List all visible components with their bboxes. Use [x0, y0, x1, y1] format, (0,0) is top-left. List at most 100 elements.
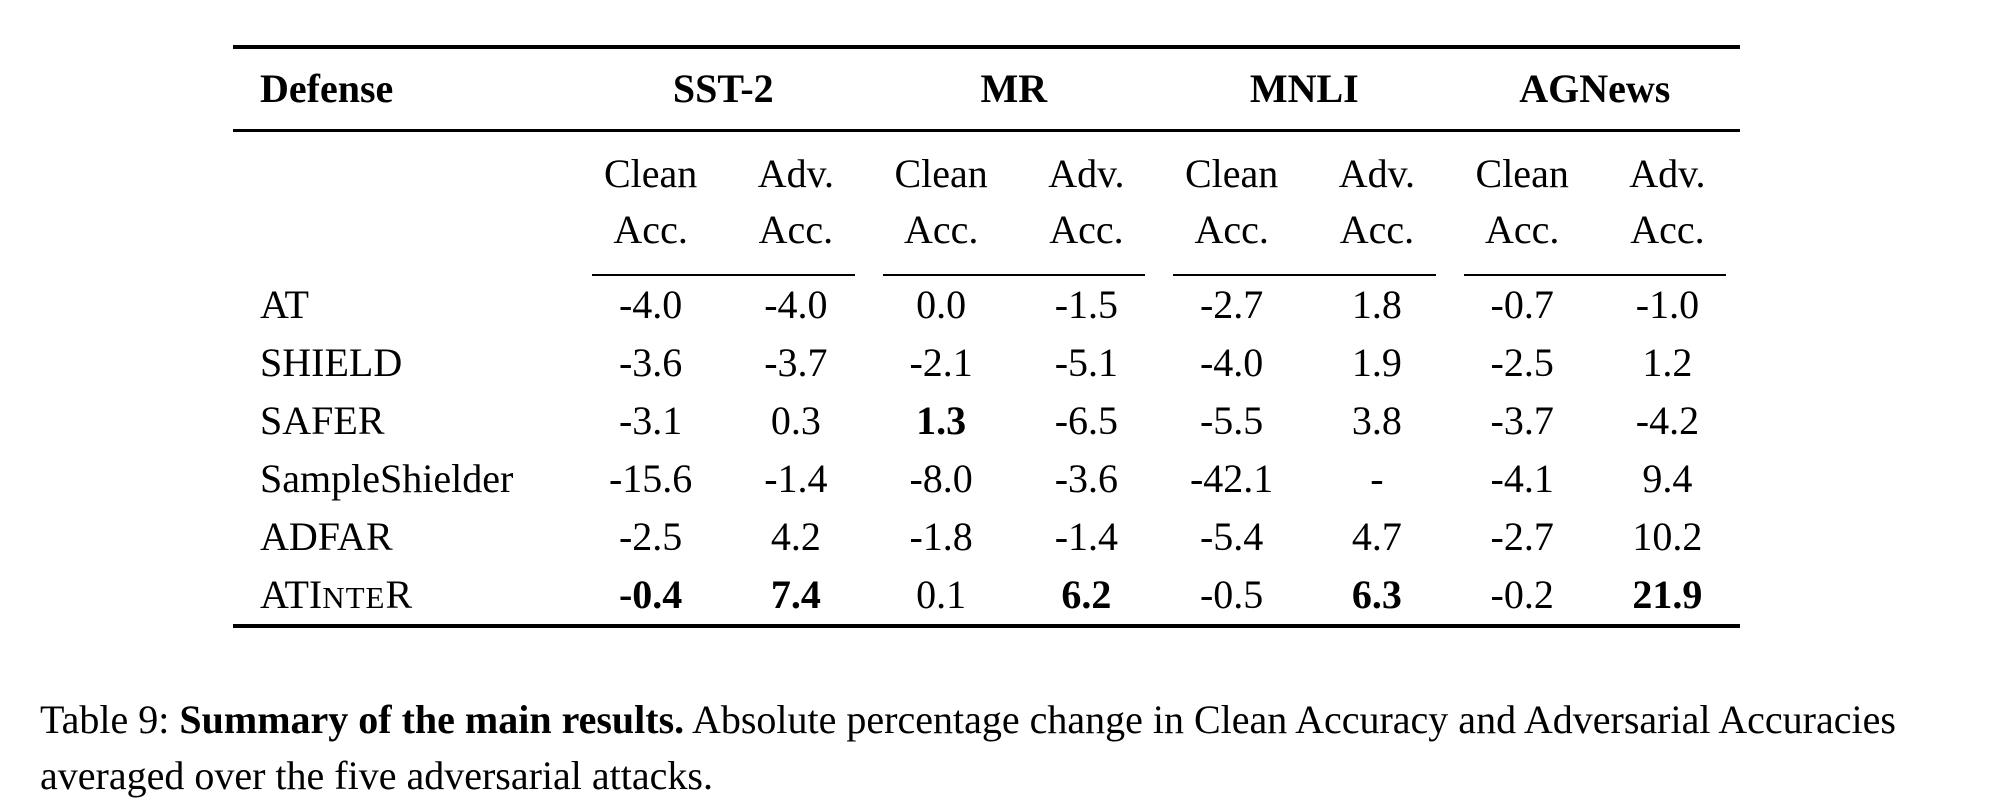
subheader-line: Clean [603, 151, 698, 196]
subheader-line: Acc. [1630, 207, 1705, 252]
header-row: Defense SST-2 MR MNLI AGNews [233, 45, 1741, 132]
cell: -6.5 [1054, 398, 1119, 443]
subheader-empty [233, 131, 578, 261]
cell: -42.1 [1189, 456, 1274, 501]
caption-bold-title: Summary of the main results. [179, 697, 685, 742]
atinter-caps-pre: ATI [260, 572, 323, 617]
cell: -1.8 [909, 514, 973, 559]
cell: -4.2 [1635, 398, 1700, 443]
cell: -4.0 [764, 282, 828, 327]
cell: 4.7 [1351, 514, 1402, 559]
subheader-line: Acc. [903, 207, 979, 252]
subheader-line: Acc. [1049, 207, 1124, 252]
results-table: Defense SST-2 MR MNLI AGNews Clean Acc. A… [233, 45, 1741, 628]
cell: -3.7 [764, 340, 828, 385]
cell: 7.4 [723, 566, 869, 628]
atinter-caps-post: R [385, 572, 413, 617]
cell: -3.7 [1490, 398, 1554, 443]
cell: 6.2 [1013, 566, 1160, 628]
row-label: AT [260, 282, 309, 327]
cell: -1.4 [764, 456, 828, 501]
subheader-mnli-clean: Clean Acc. [1159, 131, 1304, 261]
subheader-line: Adv. [1048, 151, 1125, 196]
cell: 21.9 [1594, 566, 1741, 628]
table-row-safer: SAFER -3.1 0.3 1.3 -6.5 -5.5 3.8 -3.7 -4… [233, 392, 1740, 450]
group-header-agnews: AGNews [1449, 45, 1741, 132]
cell: -0.7 [1490, 282, 1554, 327]
caption-text-line1: Absolute percentage change in Clean Accu… [684, 697, 1896, 742]
cell: 6.3 [1304, 566, 1450, 628]
subheader-mr-clean: Clean Acc. [869, 131, 1014, 261]
cell: -3.6 [1054, 456, 1119, 501]
cmidrule-mnli [1173, 273, 1436, 276]
subheader-line: Clean [1475, 151, 1569, 196]
subheader-mnli-adv: Adv. Acc. [1304, 131, 1449, 261]
row-label-atinter: ATINTER [233, 566, 578, 628]
cell: -4.1 [1490, 456, 1554, 501]
column-header-defense: Defense [233, 45, 578, 132]
cmidrule-cell [1159, 260, 1450, 276]
subheader-sst2-adv: Adv. Acc. [723, 131, 868, 261]
subheader-mr-adv: Adv. Acc. [1014, 131, 1159, 261]
cell: -1.4 [1054, 514, 1119, 559]
cell: 3.8 [1351, 398, 1402, 443]
cell: -2.5 [618, 514, 683, 559]
subheader-line: Adv. [1629, 151, 1706, 196]
cell: -2.1 [909, 340, 973, 385]
cell: -15.6 [608, 456, 693, 501]
subheader-line: Clean [894, 151, 988, 196]
group-header-mr: MR [868, 45, 1160, 132]
cell: -2.7 [1199, 282, 1264, 327]
cell: -1.0 [1635, 282, 1700, 327]
group-header-sst2: SST-2 [578, 45, 869, 132]
cell: -0.4 [578, 566, 724, 628]
cell: -4.0 [1199, 340, 1264, 385]
cell: -0.2 [1449, 566, 1595, 628]
cell: -3.6 [618, 340, 683, 385]
table-row-at: AT -4.0 -4.0 0.0 -1.5 -2.7 1.8 -0.7 -1.0 [233, 276, 1740, 334]
cell: -8.0 [909, 456, 973, 501]
subheader-line: Adv. [1338, 151, 1416, 196]
subheader-line: Clean [1185, 151, 1279, 196]
cmidrule-empty [233, 260, 578, 276]
cmidrule-cell [1450, 260, 1741, 276]
cell: 0.1 [868, 566, 1014, 628]
subheader-agnews-clean: Clean Acc. [1450, 131, 1595, 261]
cell: -5.4 [1199, 514, 1264, 559]
row-label: SHIELD [260, 340, 403, 385]
cell: 9.4 [1642, 456, 1693, 501]
table-row-adfar: ADFAR -2.5 4.2 -1.8 -1.4 -5.4 4.7 -2.7 1… [233, 508, 1740, 566]
atinter-smallcaps: NTE [322, 580, 386, 615]
cell: 1.3 [916, 398, 967, 443]
cmidrule-cell [869, 260, 1160, 276]
cell: -1.5 [1054, 282, 1119, 327]
subheader-line: Acc. [1484, 207, 1560, 252]
subheader-line: Acc. [1339, 207, 1415, 252]
results-table-container: Defense SST-2 MR MNLI AGNews Clean Acc. A… [233, 45, 1741, 628]
subheader-row: Clean Acc. Adv. Acc. Clean Acc. Adv. Acc. Cl… [233, 131, 1740, 261]
subheader-line: Acc. [1194, 207, 1269, 252]
caption-prefix: Table 9: [40, 697, 180, 742]
subheader-sst2-clean: Clean Acc. [578, 131, 723, 261]
cell: 1.8 [1351, 282, 1402, 327]
cell: 4.2 [770, 514, 821, 559]
table-row-shield: SHIELD -3.6 -3.7 -2.1 -5.1 -4.0 1.9 -2.5… [233, 334, 1740, 392]
cell: -0.5 [1159, 566, 1305, 628]
cmidrule-sst2 [592, 273, 855, 276]
subheader-agnews-adv: Adv. Acc. [1595, 131, 1740, 261]
cell: 0.0 [916, 282, 967, 327]
subheader-line: Acc. [613, 207, 688, 252]
cell: -3.1 [618, 398, 683, 443]
cell: - [1370, 456, 1384, 501]
cell: 0.3 [770, 398, 821, 443]
cmidrule-cell [578, 260, 869, 276]
cell: 10.2 [1632, 514, 1703, 559]
subheader-line: Acc. [758, 207, 834, 252]
table-caption: Table 9: Summary of the main results. Ab… [40, 692, 1970, 804]
cmidrule-agnews [1463, 273, 1727, 276]
row-label: SAFER [260, 398, 385, 443]
cell: -5.5 [1199, 398, 1264, 443]
group-header-mnli: MNLI [1159, 45, 1450, 132]
cell: 1.2 [1642, 340, 1693, 385]
table-row-sampleshielder: SampleShielder -15.6 -1.4 -8.0 -3.6 -42.… [233, 450, 1740, 508]
